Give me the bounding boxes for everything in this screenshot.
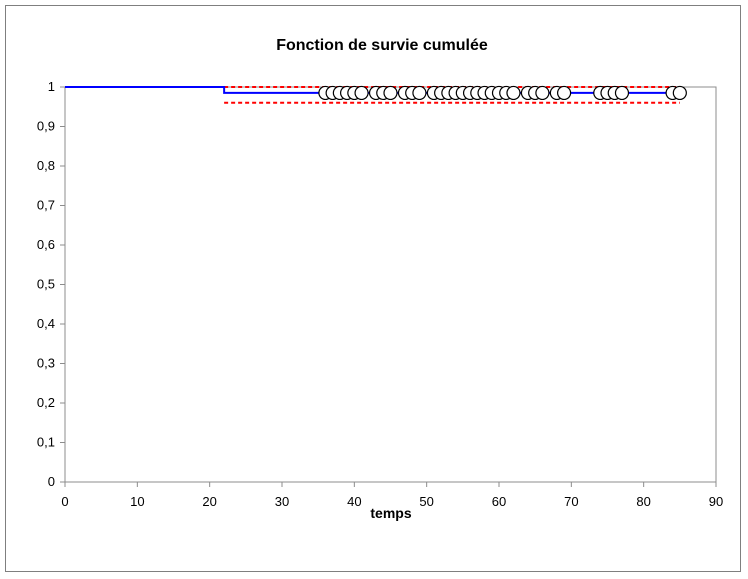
y-tick-label: 0,2 [37,395,55,410]
y-tick-label: 0,6 [37,237,55,252]
y-tick-label: 0,9 [37,119,55,134]
x-tick-label: 70 [564,494,578,509]
chart-title: Fonction de survie cumulée [276,37,488,54]
y-tick-label: 0,3 [37,356,55,371]
y-tick-label: 0,8 [37,158,55,173]
x-tick-label: 40 [347,494,361,509]
plot-area [64,86,717,483]
y-tick-label: 0 [48,474,55,489]
x-tick-label: 0 [61,494,68,509]
x-axis-ticks: 0 10 20 30 40 50 60 70 80 90 [61,482,723,509]
censored-marker [672,85,687,101]
x-tick-label: 90 [709,494,723,509]
x-tick-label: 60 [492,494,506,509]
censored-marker [535,85,550,101]
y-tick-label: 1 [48,79,55,94]
censored-marker [556,85,572,101]
censored-marker [383,85,398,101]
censored-marker [412,85,427,101]
x-tick-label: 30 [275,494,289,509]
x-tick-label: 20 [202,494,216,509]
x-tick-label: 80 [636,494,650,509]
y-tick-label: 0,7 [37,198,55,213]
censored-marker [506,85,521,101]
y-tick-label: 0,1 [37,435,55,450]
y-axis-ticks: 0 0,1 0,2 0,3 0,4 0,5 0,6 0,7 0,8 0,9 1 [37,79,65,489]
x-axis-label: temps [370,505,411,521]
censored-marker [614,85,630,101]
censored-marker [354,85,369,101]
y-tick-label: 0,5 [37,277,55,292]
censored-markers [318,85,687,101]
chart-frame [5,5,741,572]
y-tick-label: 0,4 [37,316,55,331]
x-tick-label: 50 [419,494,433,509]
x-tick-label: 10 [130,494,144,509]
